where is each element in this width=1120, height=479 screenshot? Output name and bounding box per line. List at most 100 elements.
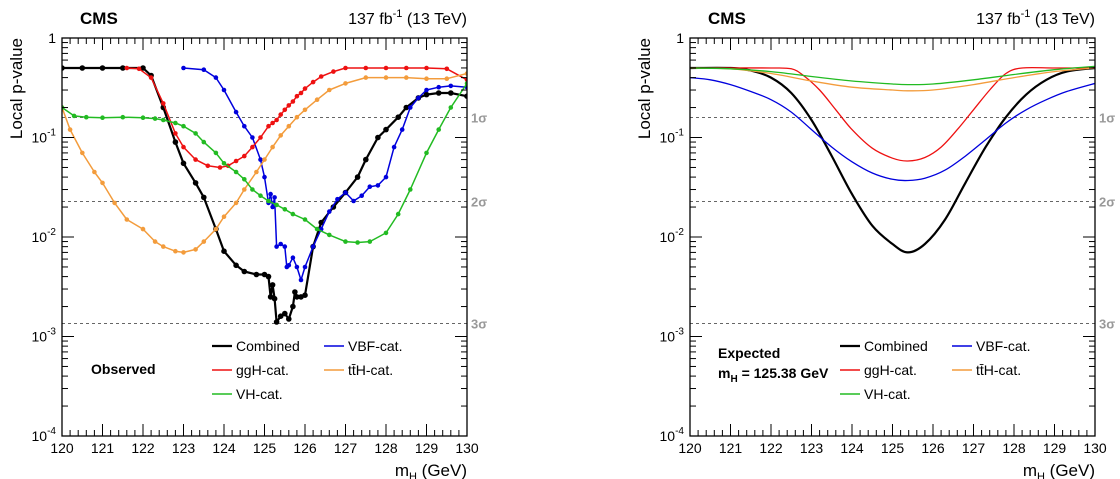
series-marker bbox=[302, 292, 308, 299]
legend: Combined VBF-cat. ggH-cat. tt̄H-cat. VH-cat. bbox=[840, 338, 1030, 402]
series-marker bbox=[444, 76, 450, 81]
series-marker bbox=[80, 150, 85, 156]
series-marker bbox=[84, 114, 89, 120]
sigma-label-3: 3σ bbox=[1099, 317, 1115, 332]
x-axis: 120 121 122 123 124 125 126 127 128 129 130 bbox=[50, 38, 479, 456]
series-marker bbox=[272, 195, 277, 200]
series-marker bbox=[448, 105, 454, 110]
x-tick-label: 124 bbox=[840, 440, 864, 456]
series-marker bbox=[172, 139, 179, 145]
series-marker bbox=[436, 84, 442, 90]
series-marker bbox=[298, 277, 304, 283]
legend-label: Combined bbox=[864, 338, 928, 354]
series-marker bbox=[399, 127, 405, 132]
x-tick-label: 123 bbox=[800, 440, 824, 456]
series-marker bbox=[173, 131, 178, 136]
series-marker bbox=[221, 161, 227, 166]
series-marker bbox=[258, 193, 263, 198]
series-marker bbox=[71, 113, 77, 119]
series-marker bbox=[354, 174, 361, 180]
series-marker bbox=[363, 75, 369, 80]
series-marker bbox=[343, 239, 348, 244]
series-marker bbox=[258, 157, 263, 162]
series-marker bbox=[192, 180, 199, 186]
series-marker bbox=[282, 244, 288, 249]
series-marker bbox=[120, 65, 126, 71]
series-marker bbox=[270, 144, 275, 150]
series-marker bbox=[181, 123, 186, 129]
series-marker bbox=[464, 93, 467, 99]
series-marker bbox=[250, 135, 255, 140]
series-line bbox=[690, 67, 1095, 92]
annotation-label: Expected bbox=[718, 345, 780, 361]
legend-item: VH-cat. bbox=[212, 386, 283, 402]
legend-item: VBF-cat. bbox=[952, 338, 1030, 354]
series-marker bbox=[161, 244, 166, 249]
y-tick-label: 10-3 bbox=[660, 327, 685, 345]
series-tthcat bbox=[62, 71, 467, 255]
series-gghcat bbox=[690, 66, 1095, 162]
x-tick-label: 123 bbox=[172, 440, 196, 456]
series-marker bbox=[136, 66, 142, 72]
legend-item: ggH-cat. bbox=[840, 362, 917, 378]
lumi-label: 137 fb-1 (13 TeV) bbox=[976, 8, 1095, 28]
legend-item: VH-cat. bbox=[840, 386, 911, 402]
series-marker bbox=[335, 196, 340, 202]
series-marker bbox=[294, 264, 300, 270]
series-marker bbox=[161, 101, 166, 106]
series-marker bbox=[221, 248, 227, 254]
series-marker bbox=[79, 65, 86, 71]
series-marker bbox=[241, 268, 248, 275]
series-marker bbox=[271, 295, 278, 302]
series-marker bbox=[278, 133, 284, 138]
y-axis-label: Local p-value bbox=[635, 38, 654, 139]
series-marker bbox=[201, 194, 207, 201]
series-marker bbox=[120, 114, 126, 120]
series-marker bbox=[201, 239, 207, 244]
cms-label: CMS bbox=[708, 9, 746, 28]
series-marker bbox=[424, 87, 429, 93]
series-marker bbox=[140, 226, 146, 232]
series-line bbox=[690, 66, 1095, 254]
series-marker bbox=[424, 65, 429, 71]
series-marker bbox=[278, 241, 284, 247]
legend-label: VH-cat. bbox=[864, 386, 911, 402]
series-marker bbox=[327, 232, 332, 238]
series-marker bbox=[242, 153, 247, 159]
series-marker bbox=[408, 187, 413, 192]
series-marker bbox=[290, 99, 296, 104]
y-tick-label: 1 bbox=[48, 30, 56, 46]
series-tthcat bbox=[690, 67, 1095, 92]
legend-label: tt̄H-cat. bbox=[976, 362, 1021, 378]
series-marker bbox=[268, 191, 273, 197]
series-marker bbox=[302, 264, 308, 270]
cms-label: CMS bbox=[80, 9, 118, 28]
x-tick-label: 122 bbox=[131, 440, 155, 456]
legend-label: VBF-cat. bbox=[348, 338, 402, 354]
series-marker bbox=[383, 65, 389, 71]
legend-item: tt̄H-cat. bbox=[324, 362, 393, 378]
series-marker bbox=[408, 105, 413, 110]
series-marker bbox=[290, 255, 296, 260]
series-marker bbox=[318, 219, 325, 226]
legend-item: Combined bbox=[840, 338, 928, 354]
x-tick-label: 128 bbox=[1002, 440, 1026, 456]
series-marker bbox=[269, 282, 276, 288]
x-tick-label: 122 bbox=[759, 440, 783, 456]
series-marker bbox=[201, 139, 207, 145]
legend-label: ggH-cat. bbox=[236, 362, 289, 378]
x-tick-label: 125 bbox=[253, 440, 277, 456]
series-line bbox=[62, 72, 467, 254]
series-marker bbox=[286, 103, 292, 108]
legend-label: VH-cat. bbox=[236, 386, 283, 402]
series-marker bbox=[193, 131, 198, 136]
series-marker bbox=[250, 187, 255, 192]
series-marker bbox=[383, 230, 389, 236]
series-marker bbox=[355, 240, 360, 245]
series-marker bbox=[274, 202, 279, 208]
series-marker bbox=[161, 117, 166, 123]
series-marker bbox=[100, 115, 105, 120]
x-tick-label: 126 bbox=[293, 440, 317, 456]
